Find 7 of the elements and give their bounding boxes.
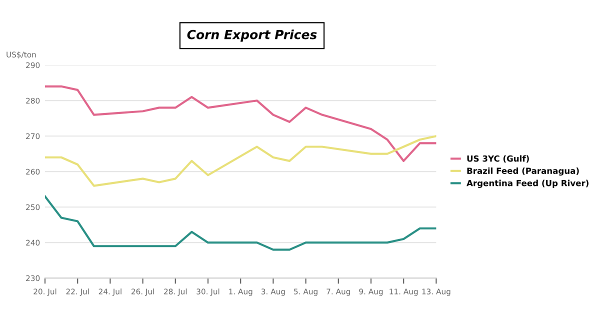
line-series bbox=[45, 195, 436, 251]
line-series bbox=[45, 85, 436, 162]
chart-title: Corn Export Prices bbox=[187, 30, 317, 42]
legend-label: US 3YC (Gulf) bbox=[467, 155, 529, 163]
legend-label: Brazil Feed (Paranagua) bbox=[467, 167, 579, 176]
legend-label: Argentina Feed (Up River) bbox=[466, 180, 588, 188]
line-series bbox=[45, 135, 436, 187]
